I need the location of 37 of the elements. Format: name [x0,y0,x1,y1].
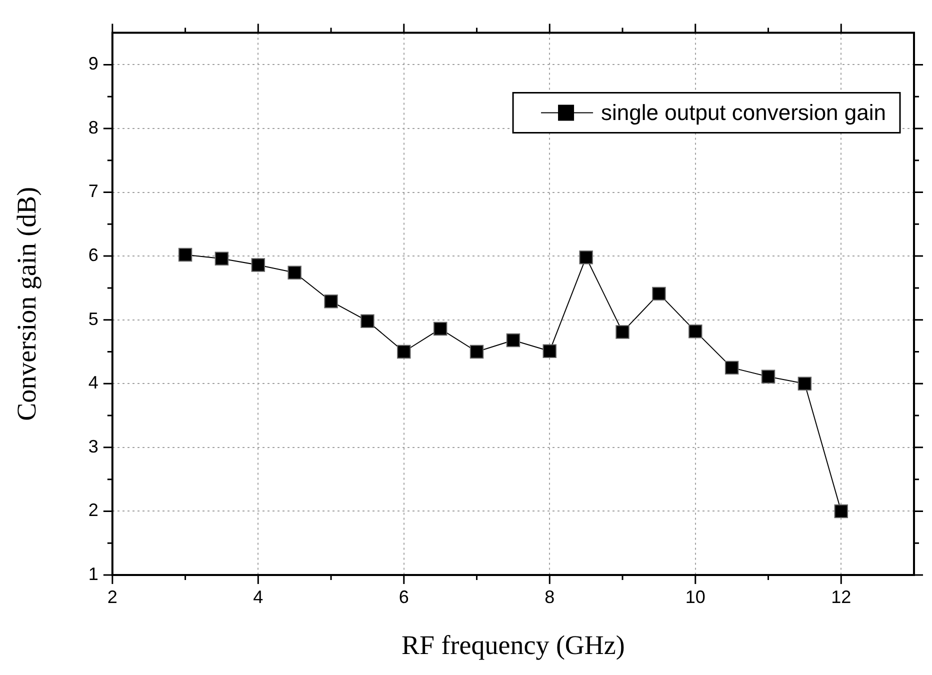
y-tick-label: 5 [88,308,98,329]
point [214,252,229,266]
point [761,370,776,384]
y-tick-label: 8 [88,117,98,138]
y-tick-label: 4 [88,372,98,393]
point [506,333,520,348]
y-axis-title: Conversion gain (dB) [11,186,42,421]
point [433,322,448,336]
point [288,266,302,280]
legend-label: single output conversion gain [601,100,886,125]
y-tick-label: 6 [88,245,98,266]
point [652,286,666,301]
point [579,250,593,264]
x-tick-label: 8 [544,586,555,607]
x-tick-label: 6 [398,586,409,607]
point [616,325,630,339]
point [724,360,739,375]
point [397,344,411,359]
point [251,258,266,272]
x-axis-title: RF frequency (GHz) [401,630,625,660]
x-tick-label: 4 [253,586,264,607]
y-tick-label: 3 [88,436,98,456]
y-tick-label: 1 [88,564,98,584]
x-tick-label: 2 [107,586,118,607]
point [324,294,338,308]
point [470,344,484,359]
point [360,314,374,328]
point [542,344,557,358]
point [178,248,192,262]
y-tick-label: 7 [88,181,98,202]
point [834,504,848,518]
point [688,324,702,338]
point [798,376,812,390]
x-tick-label: 12 [831,586,852,607]
y-tick-label: 9 [88,54,98,74]
y-tick-label: 2 [88,500,98,520]
x-tick-label: 10 [685,586,706,607]
